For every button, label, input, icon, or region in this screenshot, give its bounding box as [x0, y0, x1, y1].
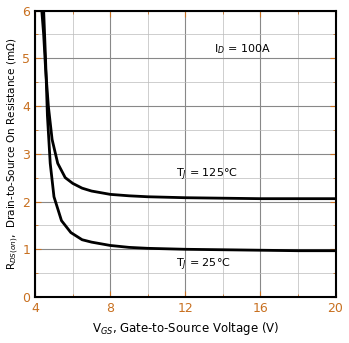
Text: T$_J$ = 125°C: T$_J$ = 125°C: [176, 167, 238, 184]
Y-axis label: R$_{DS(on)}$,  Drain-to-Source On Resistance (mΩ): R$_{DS(on)}$, Drain-to-Source On Resista…: [6, 38, 21, 270]
Text: T$_J$ = 25°C: T$_J$ = 25°C: [176, 256, 231, 273]
Text: I$_D$ = 100A: I$_D$ = 100A: [214, 42, 270, 56]
X-axis label: V$_{GS}$, Gate-to-Source Voltage (V): V$_{GS}$, Gate-to-Source Voltage (V): [92, 320, 279, 338]
